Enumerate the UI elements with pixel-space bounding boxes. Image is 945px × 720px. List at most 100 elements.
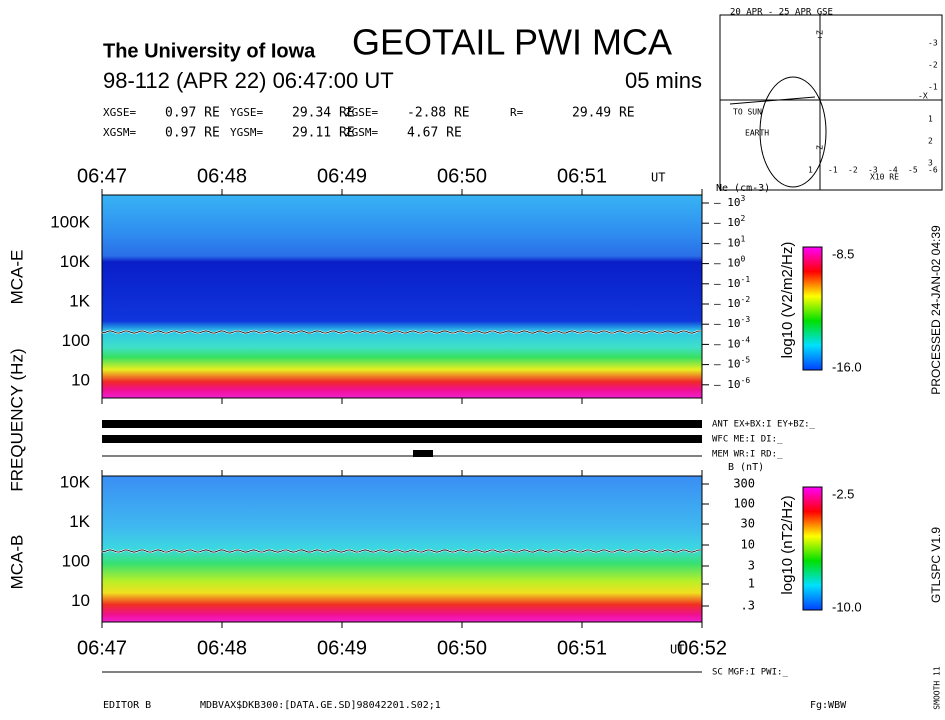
orbit-box xyxy=(719,14,943,191)
y-tick-label: 1K xyxy=(69,512,90,531)
pos-label: ZGSE= xyxy=(345,106,378,119)
orbit-tick: -3 xyxy=(928,39,938,48)
orbit-label: -X xyxy=(918,92,928,101)
sc-status: SC MGF:I PWI:_ xyxy=(712,668,788,678)
orbit-label: -Z xyxy=(816,145,825,155)
time-label: 06:50 xyxy=(437,165,487,187)
orbit-tick: -5 xyxy=(908,166,918,175)
title: GEOTAIL PWI MCA xyxy=(352,22,672,63)
right-tick-label: – 10-1 xyxy=(714,274,750,290)
orbit-tick: 2 xyxy=(928,137,933,146)
smooth: SMOOTH 11 xyxy=(933,666,942,710)
colorbar-label: -16.0 xyxy=(832,359,862,374)
orbit-tick: 3 xyxy=(928,159,933,168)
time-label: 06:47 xyxy=(77,637,127,659)
orbit-tick: -2 xyxy=(928,61,938,70)
y-tick-label: 10 xyxy=(71,370,90,389)
right-title: B (nT) xyxy=(728,462,764,473)
editor: EDITOR B xyxy=(103,700,151,711)
colorbar-title: log10 (V2/m2/Hz) xyxy=(779,242,796,359)
pos-value: -2.88 RE xyxy=(407,106,470,121)
right-title: Ne (cm-3) xyxy=(716,183,770,194)
pos-value: 0.97 RE xyxy=(165,106,220,121)
mca-b-spectrogram xyxy=(101,475,703,623)
institution: The University of Iowa xyxy=(103,40,316,62)
time-label: 06:51 xyxy=(557,165,607,187)
processed: PROCESSED 24-JAN-02 04:39 xyxy=(929,225,943,395)
orbit-label: TO SUN xyxy=(733,108,762,117)
orbit-tick: -1 xyxy=(828,166,838,175)
right-tick-label: 300 xyxy=(733,477,755,491)
right-tick-label: – 10-2 xyxy=(714,295,750,311)
colorbar-title: log10 (nT2/Hz) xyxy=(779,495,796,594)
pos-label: ZGSM= xyxy=(345,126,378,139)
y-tick-label: 100 xyxy=(62,551,90,570)
time-label: 06:51 xyxy=(557,637,607,659)
orbit-ellipse xyxy=(759,76,827,188)
y-tick-label: 10K xyxy=(60,252,91,271)
orbit-tick: -2 xyxy=(848,166,858,175)
status: WFC ME:I DI:_ xyxy=(712,435,783,445)
colorbar-label: -2.5 xyxy=(832,486,854,501)
orbit-track xyxy=(729,96,816,105)
time-unit: UT xyxy=(670,643,684,657)
colorbar-e xyxy=(802,246,823,371)
colorbar-label: -8.5 xyxy=(832,246,854,261)
time-label: 06:52 xyxy=(677,637,727,659)
right-tick-label: 100 xyxy=(733,497,755,511)
colorbar-label: -10.0 xyxy=(832,599,862,614)
time-unit: UT xyxy=(651,171,665,185)
right-tick-label: – 10-6 xyxy=(714,375,750,391)
pos-label: YGSE= xyxy=(230,106,263,119)
right-tick-label: – 10-4 xyxy=(714,335,750,351)
ant-bar xyxy=(102,420,702,428)
time-label: 06:47 xyxy=(77,165,127,187)
orbit-tick: -6 xyxy=(928,166,938,175)
orbit-label: EARTH xyxy=(745,129,769,138)
pos-label: XGSM= xyxy=(103,126,136,139)
pos-label: YGSM= xyxy=(230,126,263,139)
file: MDBVAX$DKB300:[DATA.GE.SD]98042201.S02;1 xyxy=(200,700,441,711)
pos-value: 29.11 RE xyxy=(292,126,355,141)
orbit-tick: -1 xyxy=(928,83,938,92)
orbit-tick: -4 xyxy=(888,166,898,175)
right-tick-label: – 10-5 xyxy=(714,355,750,371)
right-tick-label: .3 xyxy=(741,599,755,613)
pos-value: 29.34 RE xyxy=(292,106,355,121)
pos-value: 4.67 RE xyxy=(407,126,462,141)
orbit-tick: 1 xyxy=(928,115,933,124)
mem-block xyxy=(413,450,433,457)
axis-title: FREQUENCY (Hz) xyxy=(7,348,26,491)
orbit-label: +Z xyxy=(816,30,825,40)
wfc-bar xyxy=(102,435,702,443)
noise-line xyxy=(101,330,702,334)
version: GTLSPC V1.9 xyxy=(929,527,943,603)
status: MEM WR:I RD:_ xyxy=(712,450,783,460)
y-tick-label: 100 xyxy=(62,331,90,350)
panel-label: MCA-E xyxy=(7,250,26,305)
y-tick-label: 10 xyxy=(71,591,90,610)
orbit-tick: 1 xyxy=(808,166,813,175)
right-tick-label: 1 xyxy=(748,577,755,591)
right-tick-label: – 100 xyxy=(714,254,746,270)
orbit-title: 20 APR - 25 APR GSE xyxy=(730,8,833,18)
pos-label: R= xyxy=(510,106,524,119)
mca-e-spectrogram xyxy=(101,194,703,399)
time-label: 06:48 xyxy=(197,637,247,659)
duration: 05 mins xyxy=(625,68,702,93)
orbit-label: X10 RE xyxy=(870,173,899,182)
right-tick-label: – 101 xyxy=(714,234,746,250)
right-tick-label: 30 xyxy=(741,517,755,531)
colorbar-b xyxy=(802,486,823,611)
noise-line xyxy=(101,549,702,553)
right-tick-label: – 102 xyxy=(714,214,746,230)
pos-value: 29.49 RE xyxy=(572,106,635,121)
pos-value: 0.97 RE xyxy=(165,126,220,141)
fg: Fg:WBW xyxy=(810,700,847,711)
time-label: 06:49 xyxy=(317,637,367,659)
time-label: 06:49 xyxy=(317,165,367,187)
right-tick-label: 10 xyxy=(741,538,755,552)
time-label: 06:50 xyxy=(437,637,487,659)
panel-label: MCA-B xyxy=(7,535,26,590)
